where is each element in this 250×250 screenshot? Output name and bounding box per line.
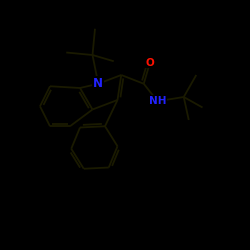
- Text: N: N: [93, 77, 103, 90]
- Text: O: O: [146, 58, 154, 68]
- Text: NH: NH: [149, 96, 166, 106]
